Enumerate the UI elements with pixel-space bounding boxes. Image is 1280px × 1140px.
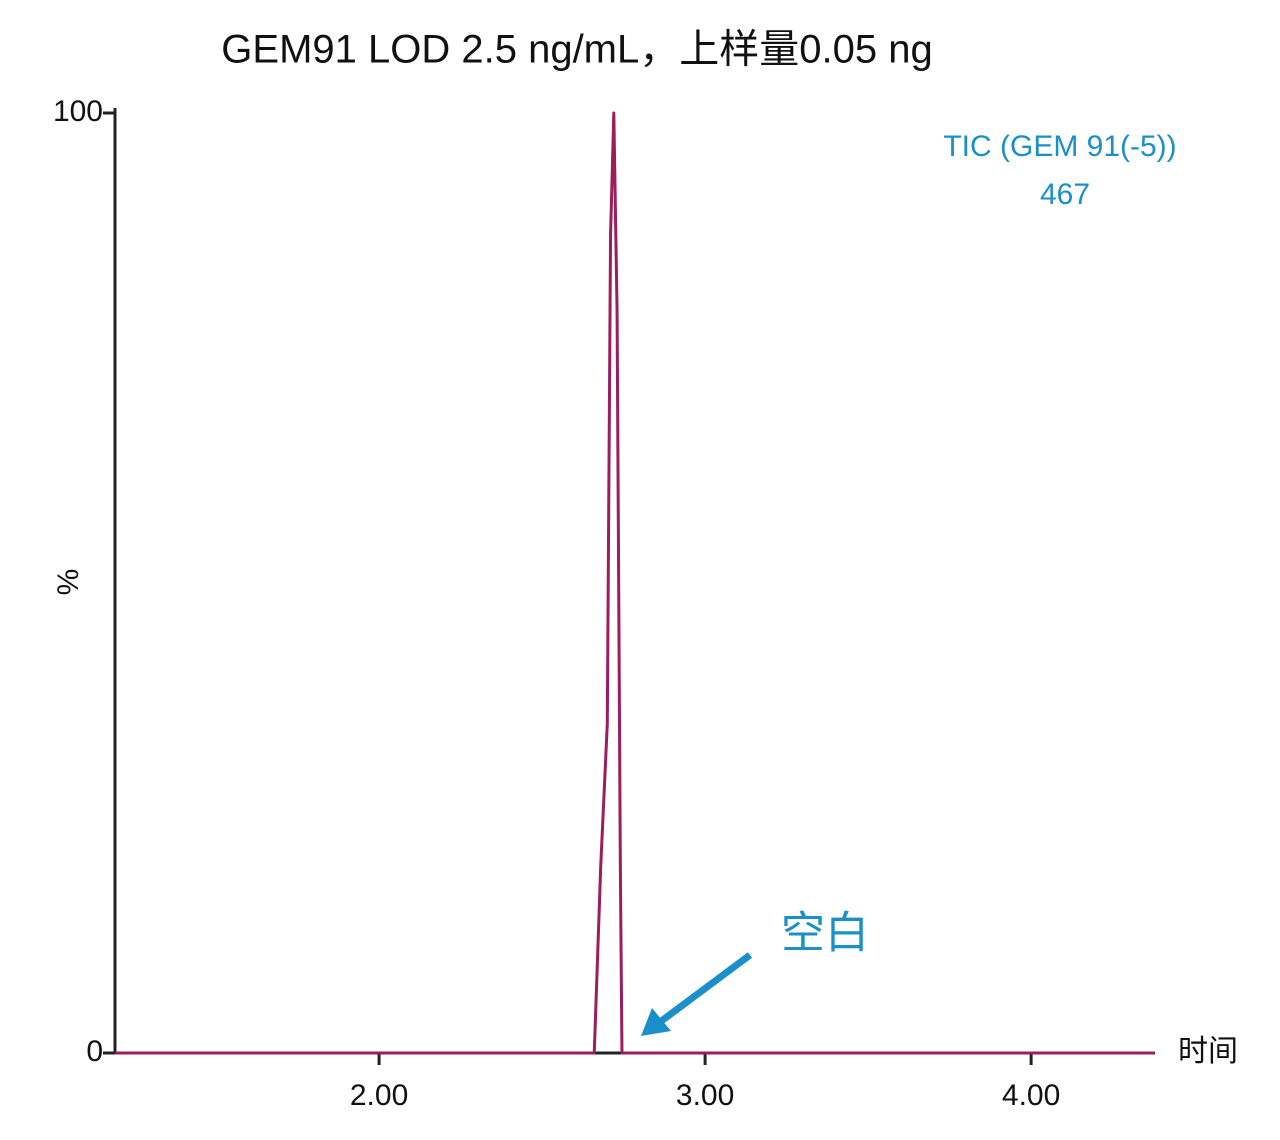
arrow-shaft <box>657 952 753 1025</box>
y-axis-label: % <box>52 569 85 596</box>
x-tick-label: 3.00 <box>676 1079 734 1112</box>
x-tick-label: 4.00 <box>1002 1079 1060 1112</box>
annotation: TIC (GEM 91(-5)) <box>943 130 1176 163</box>
y-tick-label: 100 <box>53 95 103 128</box>
x-tick-label: 2.00 <box>350 1079 408 1112</box>
annotation: 467 <box>1040 178 1090 211</box>
data-line <box>115 111 1155 1055</box>
x-axis-label: 时间 <box>1178 1035 1238 1068</box>
arrow-head <box>641 1008 671 1036</box>
y-tick-label: 0 <box>86 1035 103 1068</box>
chart-title: GEM91 LOD 2.5 ng/mL，上样量0.05 ng <box>221 28 932 72</box>
annotation: 空白 <box>781 909 869 958</box>
arrow <box>641 952 753 1036</box>
